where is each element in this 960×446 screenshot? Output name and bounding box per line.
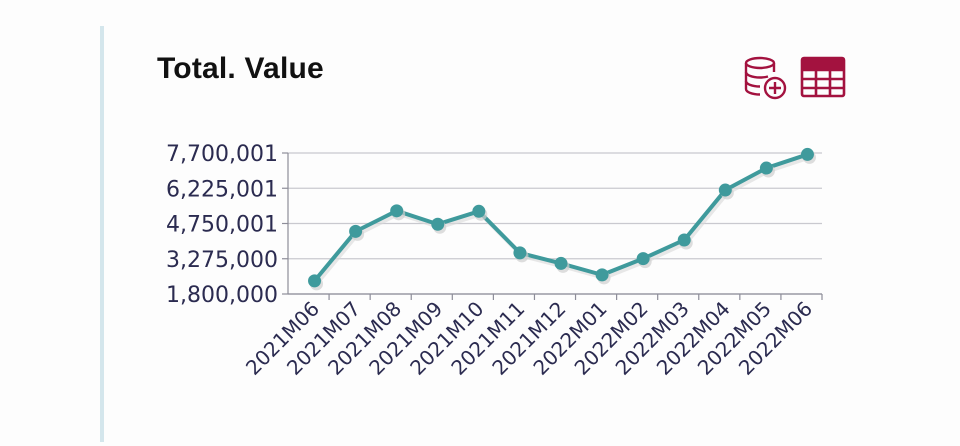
data-point [431, 217, 445, 231]
data-point [677, 233, 691, 247]
data-point [513, 246, 527, 260]
add-data-button[interactable] [742, 54, 788, 102]
data-point [636, 252, 650, 266]
y-tick-label: 3,275,000 [166, 248, 278, 273]
table-view-button[interactable] [800, 54, 846, 102]
data-point [800, 147, 814, 161]
database-plus-icon [744, 56, 787, 100]
data-point [349, 224, 363, 238]
y-tick-label: 7,700,001 [166, 142, 278, 167]
table-icon [800, 56, 846, 98]
y-tick-label: 6,225,001 [166, 177, 278, 202]
data-point [718, 183, 732, 197]
data-point [308, 274, 322, 288]
card-accent-rule [100, 26, 104, 442]
y-tick-label: 4,750,001 [166, 212, 278, 237]
data-point [472, 204, 486, 218]
data-point [554, 256, 568, 270]
data-point [595, 268, 609, 282]
chart-title: Total. Value [157, 52, 324, 85]
y-tick-label: 1,800,000 [166, 283, 278, 308]
data-point [759, 161, 773, 175]
data-point [390, 204, 404, 218]
